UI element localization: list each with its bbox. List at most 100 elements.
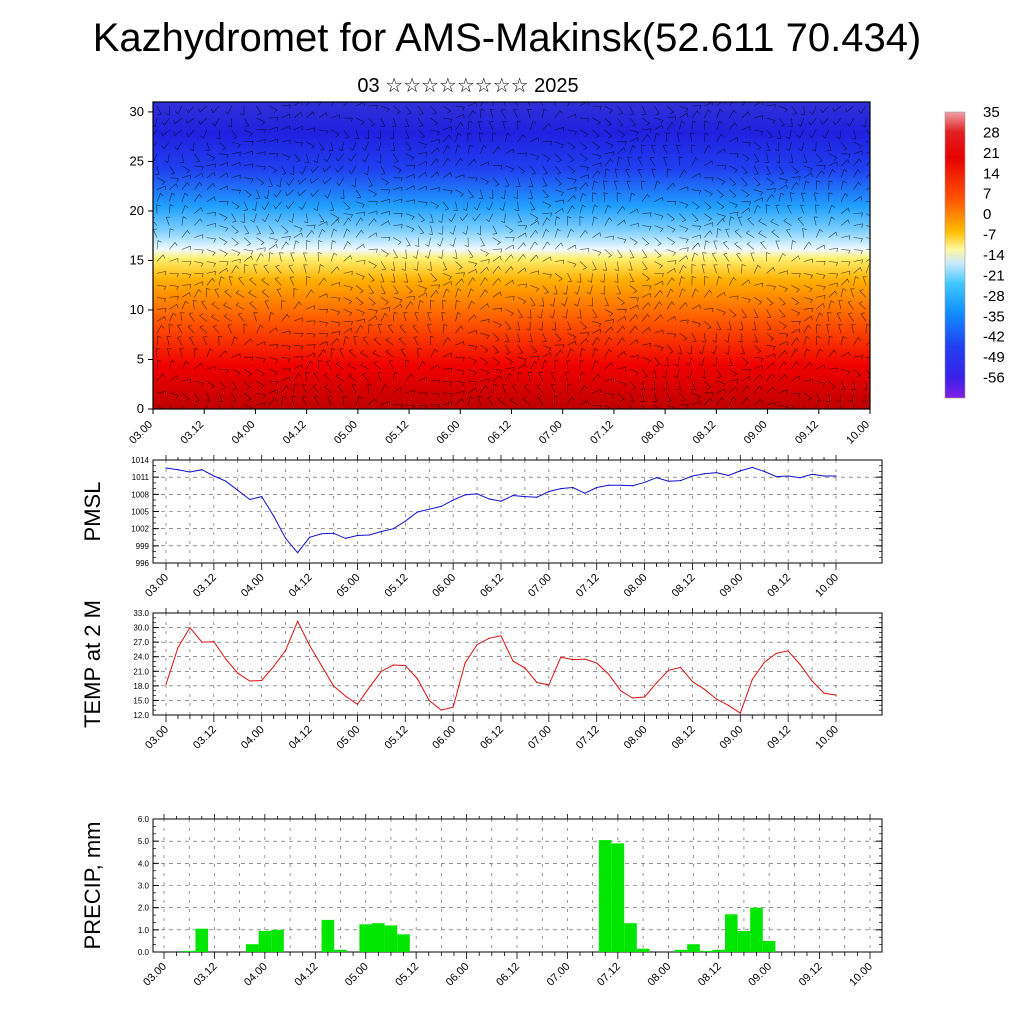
wind-barb	[567, 141, 576, 150]
data-point	[380, 530, 382, 533]
wind-barb	[417, 225, 425, 235]
wind-barb	[841, 153, 851, 158]
wind-barb	[231, 151, 241, 157]
wind-barb	[674, 357, 680, 367]
wind-barb	[169, 295, 179, 301]
wind-barb	[766, 332, 774, 342]
wind-barb	[351, 177, 357, 188]
wind-barb	[865, 264, 870, 274]
wind-barb	[505, 372, 513, 382]
wind-barb	[766, 194, 775, 202]
x-tick-label: 09.12	[793, 419, 821, 447]
wind-barb	[553, 395, 559, 406]
wind-barb	[443, 392, 453, 398]
wind-barb	[691, 225, 702, 231]
wind-barb	[281, 395, 287, 406]
wind-barb	[798, 141, 805, 152]
wind-barb	[791, 273, 801, 278]
wind-barb	[679, 105, 689, 113]
wind-barb	[865, 323, 870, 334]
wind-barb	[480, 384, 488, 394]
chart-title: Kazhydromet for AMS-Makinsk(52.611 70.43…	[92, 16, 922, 60]
wind-barb	[169, 303, 179, 310]
wind-barb	[206, 348, 214, 358]
wind-barb	[310, 177, 319, 184]
wind-barb	[778, 350, 788, 358]
wind-barb	[331, 282, 340, 287]
wind-barb	[679, 288, 686, 298]
wind-barb	[616, 205, 626, 214]
wind-barb	[455, 189, 464, 197]
wind-barb	[499, 201, 506, 211]
wind-barb	[515, 333, 521, 343]
wind-barb	[766, 129, 774, 139]
wind-barb	[181, 174, 191, 180]
wind-barb	[514, 201, 519, 212]
wind-barb	[579, 102, 589, 107]
wind-barb	[360, 349, 369, 358]
wind-barb	[579, 216, 584, 226]
wind-barb	[380, 220, 390, 226]
wind-barb	[262, 213, 270, 223]
x-tick-label: 08.00	[639, 419, 667, 447]
wind-barb	[467, 158, 477, 166]
wind-barb	[841, 270, 851, 276]
wind-barb	[306, 224, 316, 229]
wind-barb	[841, 235, 851, 240]
wind-barb	[836, 392, 842, 403]
wind-barb	[206, 249, 216, 256]
wind-barb	[796, 129, 805, 139]
wind-barb	[430, 139, 440, 144]
wind-barb	[455, 157, 464, 166]
wind-barb	[654, 225, 664, 233]
wind-barb	[268, 225, 275, 235]
wind-barb	[738, 321, 744, 331]
wind-barb	[554, 102, 556, 107]
wind-barb	[455, 299, 461, 310]
wind-barb	[579, 261, 587, 270]
wind-barb	[462, 201, 469, 212]
data-point	[596, 662, 598, 664]
wind-barb	[323, 372, 332, 382]
wind-barb	[567, 216, 572, 226]
wind-barb	[418, 171, 427, 179]
wind-barb	[641, 327, 651, 334]
wind-barb	[551, 321, 557, 331]
wind-barb	[441, 312, 446, 322]
wind-barb	[616, 404, 622, 409]
wind-barb	[567, 348, 574, 358]
wind-barb	[492, 265, 501, 274]
wind-barb	[427, 261, 432, 271]
wind-barb	[181, 292, 191, 298]
x-tick-label: 05.12	[382, 572, 410, 600]
wind-barb	[492, 277, 501, 286]
wind-barb	[442, 134, 452, 143]
wind-barb	[281, 236, 291, 241]
wind-barb	[355, 273, 365, 280]
wind-barb	[194, 181, 203, 190]
wind-barb	[791, 176, 801, 181]
wind-barb	[853, 158, 862, 166]
wind-barb	[753, 344, 762, 354]
precip-bar	[372, 923, 385, 952]
wind-barb	[502, 384, 507, 394]
data-point	[655, 477, 658, 479]
wind-barb	[729, 153, 739, 158]
wind-barb	[604, 362, 614, 370]
wind-barb	[281, 153, 291, 161]
wind-barb	[194, 380, 204, 387]
wind-barb	[388, 360, 394, 370]
wind-barb	[791, 255, 800, 262]
x-tick-label: 07.00	[526, 572, 554, 600]
wind-barb	[586, 285, 593, 295]
data-point	[608, 673, 610, 675]
wind-barb	[865, 173, 870, 178]
wind-barb	[567, 153, 575, 163]
wind-barb	[442, 288, 450, 298]
wind-barb	[485, 213, 494, 223]
wind-barb	[778, 192, 785, 202]
wind-barb	[206, 380, 215, 389]
wind-barb	[281, 225, 289, 234]
wind-barb	[243, 380, 251, 390]
wind-barb	[629, 144, 636, 154]
